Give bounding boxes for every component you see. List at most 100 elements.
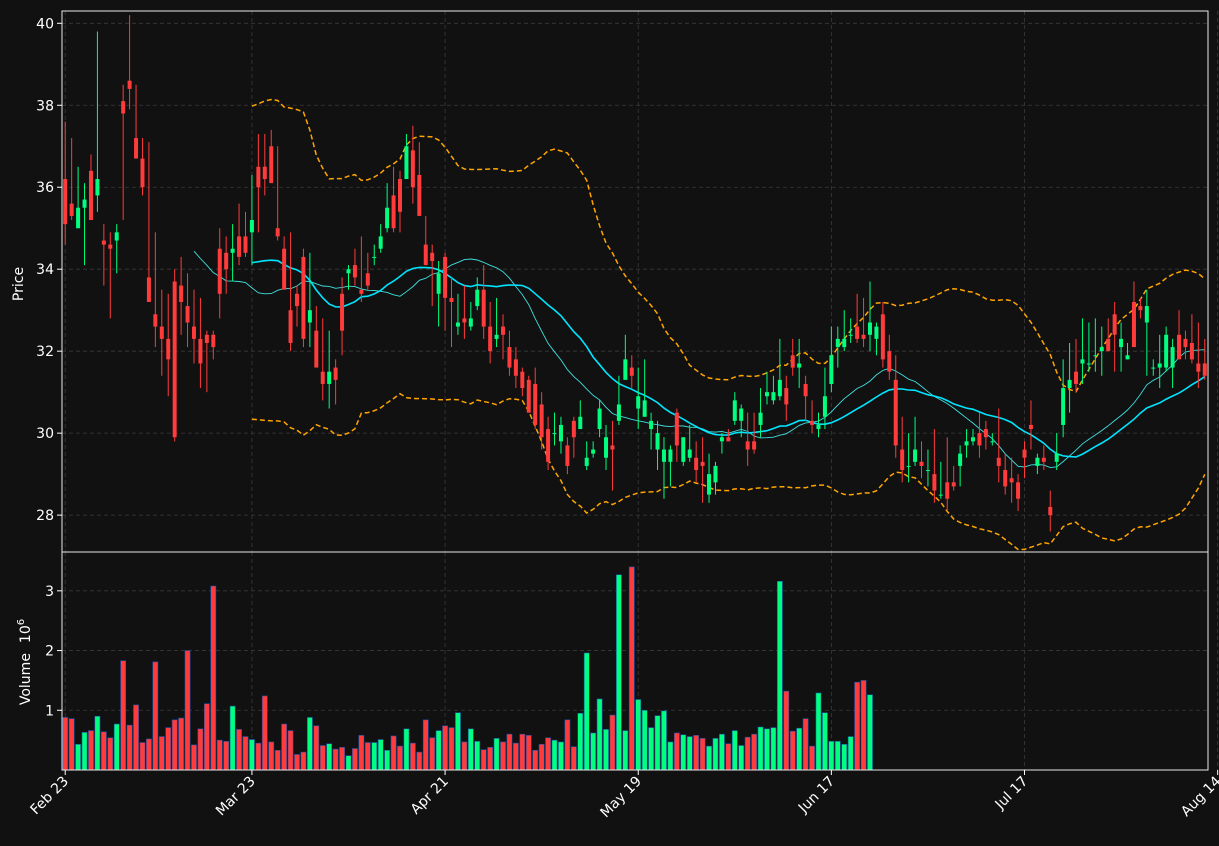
- volume-bar: [171, 719, 178, 771]
- candle-down: [880, 314, 885, 360]
- candle-down: [224, 252, 229, 270]
- volume-bar: [796, 727, 803, 771]
- volume-bar: [313, 725, 320, 771]
- candle-up: [1144, 306, 1149, 323]
- candle-up: [938, 494, 943, 496]
- candle-down: [282, 248, 287, 290]
- candle-down: [1022, 449, 1027, 458]
- volume-bar: [113, 723, 120, 771]
- volume-bar: [725, 743, 732, 771]
- volume-bar: [764, 728, 770, 771]
- candle-down: [1189, 342, 1194, 360]
- candle-up: [732, 400, 737, 421]
- volume-bar: [757, 726, 764, 771]
- volume-panel-frame: [61, 551, 1209, 771]
- candle-up: [707, 474, 712, 495]
- price-tick-label: 38: [36, 98, 54, 114]
- candle-down: [237, 236, 242, 257]
- candle-down: [63, 179, 68, 225]
- volume-bar: [551, 739, 558, 771]
- candle-down: [513, 359, 518, 376]
- volume-bar: [306, 717, 313, 771]
- price-panel: 28 30 32 34 36 38 40 Price: [11, 10, 1219, 553]
- upper-band-line: [251, 98, 1206, 393]
- volume-bar: [384, 749, 391, 771]
- volume-bar: [319, 745, 326, 771]
- candle-down: [423, 244, 428, 266]
- candle-up: [642, 400, 647, 417]
- volume-bar: [577, 712, 584, 771]
- volume-bar: [139, 742, 146, 771]
- volume-bar: [609, 714, 616, 771]
- volume-bar: [191, 744, 197, 771]
- volume-bar: [776, 580, 783, 771]
- volume-bar: [461, 741, 468, 771]
- candle-down: [861, 334, 866, 339]
- candle-down: [694, 457, 699, 471]
- candle-down: [932, 474, 937, 491]
- volume-bar: [455, 712, 461, 771]
- volume-bar: [661, 710, 667, 771]
- candle-down: [417, 174, 422, 216]
- volume-bar: [422, 719, 429, 771]
- candle-up: [739, 408, 744, 421]
- volume-y-ticks: 1 2 3: [45, 584, 62, 719]
- candle-down: [610, 445, 615, 450]
- volume-bar: [635, 699, 642, 771]
- volume-bar: [628, 566, 635, 771]
- candle-down: [887, 351, 892, 372]
- candle-up: [597, 408, 602, 430]
- volume-bar: [487, 747, 494, 771]
- candle-up: [1125, 355, 1130, 360]
- candle-down: [204, 334, 209, 343]
- volume-bar: [410, 742, 416, 771]
- candle-down: [1112, 314, 1117, 335]
- candle-down: [333, 367, 338, 380]
- volume-bar: [88, 730, 94, 771]
- price-tick-label: 40: [36, 16, 54, 32]
- candle-up: [1080, 359, 1085, 364]
- price-y-ticks: 28 30 32 34 36 38 40: [36, 16, 62, 524]
- candle-down: [1202, 363, 1207, 376]
- candle-up: [655, 433, 660, 450]
- candle-up: [372, 256, 377, 258]
- volume-bar: [158, 736, 165, 771]
- candle-up: [623, 359, 628, 380]
- volume-bar: [590, 732, 597, 771]
- volume-bar: [802, 718, 809, 771]
- candle-up: [558, 424, 563, 442]
- candle-down: [629, 367, 634, 376]
- volume-bar: [442, 725, 448, 771]
- volume-tick-label: 2: [45, 644, 54, 660]
- candle-down: [462, 318, 467, 323]
- volume-bar: [828, 741, 835, 771]
- volume-bar: [525, 735, 532, 771]
- candlesticks: [63, 15, 1207, 532]
- candle-down: [269, 146, 274, 184]
- volume-bar: [667, 741, 674, 771]
- volume-bar: [789, 730, 796, 771]
- candle-up: [668, 449, 673, 462]
- volume-bar: [847, 736, 854, 771]
- volume-bar: [616, 574, 622, 771]
- candle-down: [243, 236, 248, 253]
- candle-down: [488, 326, 493, 352]
- volume-bar: [545, 737, 551, 771]
- volume-bar: [371, 742, 378, 771]
- candle-down: [146, 277, 151, 302]
- candle-down: [359, 289, 364, 294]
- candle-down: [810, 420, 815, 425]
- volume-bar: [467, 728, 474, 771]
- candle-down: [1138, 306, 1143, 311]
- candle-down: [983, 429, 988, 438]
- candle-down: [140, 158, 145, 188]
- volume-bar: [300, 751, 307, 771]
- candle-down: [674, 412, 679, 446]
- volume-bar: [474, 741, 481, 771]
- candle-down: [700, 461, 705, 466]
- candle-up: [771, 392, 776, 401]
- candle-up: [925, 470, 930, 472]
- candle-down: [288, 310, 293, 343]
